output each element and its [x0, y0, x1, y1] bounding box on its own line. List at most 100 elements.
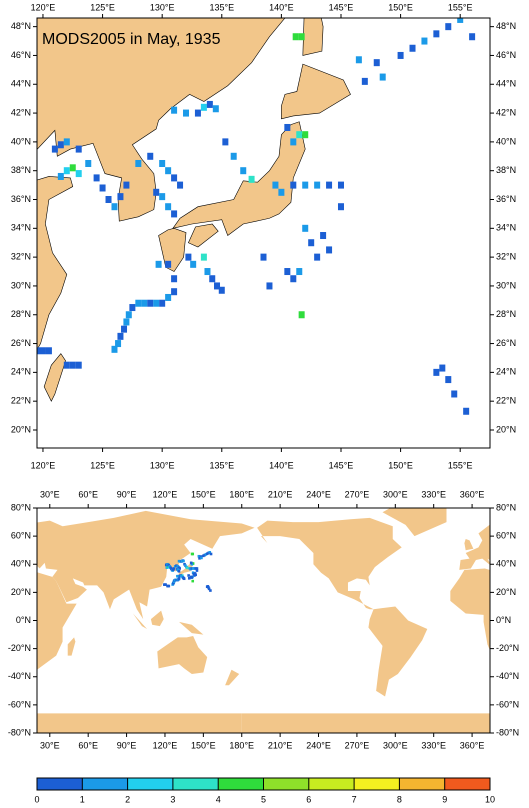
observation-cell — [209, 552, 213, 556]
colorbar-swatch — [444, 778, 490, 790]
y-tick-label: -60°N — [8, 699, 31, 709]
x-tick-label: 210°E — [268, 489, 293, 499]
land — [177, 562, 194, 577]
observation-cell — [206, 100, 213, 108]
x-tick-label: 300°E — [383, 489, 408, 499]
observation-cell — [45, 347, 52, 355]
observation-cell — [135, 159, 142, 167]
land — [37, 572, 77, 670]
y-tick-label: -40°N — [496, 671, 519, 681]
observation-cell — [167, 584, 171, 588]
x-tick-label: 90°E — [117, 489, 137, 499]
y-tick-label: 44°N — [496, 79, 516, 89]
observation-cell — [37, 347, 40, 355]
observation-cell — [189, 561, 193, 565]
observation-cell — [115, 340, 122, 348]
x-tick-label: 125°E — [90, 2, 115, 12]
land — [382, 508, 447, 537]
colorbar-label: 8 — [397, 794, 402, 804]
y-tick-label: 32°N — [11, 252, 31, 262]
colorbar-swatch — [172, 778, 219, 790]
colorbar-label: 3 — [170, 794, 175, 804]
observation-cell — [171, 275, 178, 283]
colorbar-swatch — [82, 778, 128, 790]
observation-cell — [171, 174, 178, 182]
x-tick-label: 140°E — [269, 2, 294, 12]
y-tick-label: 28°N — [11, 309, 31, 319]
colorbar-label: 7 — [352, 794, 357, 804]
observation-cell — [198, 557, 201, 560]
observation-cell — [182, 559, 185, 563]
observation-cell — [57, 172, 64, 180]
observation-cell — [123, 318, 130, 326]
land — [179, 621, 204, 635]
observation-cell — [469, 33, 476, 41]
y-tick-label: 30°N — [496, 280, 516, 290]
observation-cell — [190, 260, 197, 268]
observation-cell — [117, 332, 124, 340]
y-tick-label: 38°N — [11, 165, 31, 175]
observation-cell — [214, 282, 221, 290]
observation-cell — [182, 577, 186, 581]
land — [37, 510, 255, 620]
y-tick-label: 34°N — [496, 223, 516, 233]
x-tick-label: 360°E — [460, 489, 485, 499]
observation-cell — [463, 407, 470, 415]
observation-cell — [266, 282, 273, 290]
x-tick-label: 30°E — [40, 740, 60, 750]
observation-cell — [191, 571, 195, 574]
observation-cell — [190, 562, 194, 566]
x-tick-label: 330°E — [421, 740, 446, 750]
observation-cell — [195, 569, 199, 572]
observation-cell — [260, 253, 267, 261]
observation-cell — [298, 311, 305, 319]
y-tick-label: -20°N — [8, 643, 31, 653]
observation-cell — [168, 565, 172, 568]
observation-cell — [361, 77, 368, 85]
observation-cell — [200, 556, 203, 560]
x-tick-label: 130°E — [150, 2, 175, 12]
y-tick-label: 24°N — [11, 367, 31, 377]
observation-cell — [218, 286, 225, 294]
y-tick-label: 42°N — [496, 107, 516, 117]
observation-cell — [135, 299, 142, 307]
colorbar-swatch — [37, 778, 83, 790]
colorbar-label: 0 — [34, 794, 39, 804]
colorbar-label: 6 — [306, 794, 311, 804]
y-tick-label: 0°N — [496, 615, 511, 625]
x-tick-label: 145°E — [329, 2, 354, 12]
colorbar-label: 4 — [216, 794, 221, 804]
land — [257, 517, 402, 610]
land — [132, 613, 148, 629]
y-tick-label: 48°N — [11, 21, 31, 31]
land — [459, 524, 490, 570]
y-tick-label: -80°N — [8, 727, 31, 737]
land — [4, 539, 13, 550]
observation-cell — [176, 574, 179, 578]
observation-cell — [209, 275, 216, 283]
observation-cell — [117, 193, 124, 201]
observation-cell — [69, 361, 76, 369]
observation-cell — [200, 103, 207, 111]
observation-cell — [204, 268, 211, 276]
observation-cell — [191, 552, 195, 556]
x-tick-label: 120°E — [153, 489, 178, 499]
observation-cell — [121, 325, 128, 333]
observation-cell — [195, 567, 199, 570]
observation-cell — [302, 224, 309, 232]
observation-cell — [278, 188, 285, 196]
observation-cell — [189, 575, 193, 579]
world-land — [4, 508, 490, 733]
land — [241, 713, 490, 733]
x-tick-label: 60°E — [78, 740, 98, 750]
x-tick-label: 150°E — [388, 460, 413, 470]
colorbar-swatch — [127, 778, 173, 790]
observation-cell — [171, 288, 178, 296]
observation-cell — [75, 170, 82, 178]
observation-cell — [147, 299, 154, 307]
observation-cell — [191, 579, 195, 583]
colorbar-label: 9 — [442, 794, 447, 804]
observation-cell — [165, 260, 172, 268]
observation-cell — [63, 361, 70, 369]
observation-cell — [296, 268, 303, 276]
